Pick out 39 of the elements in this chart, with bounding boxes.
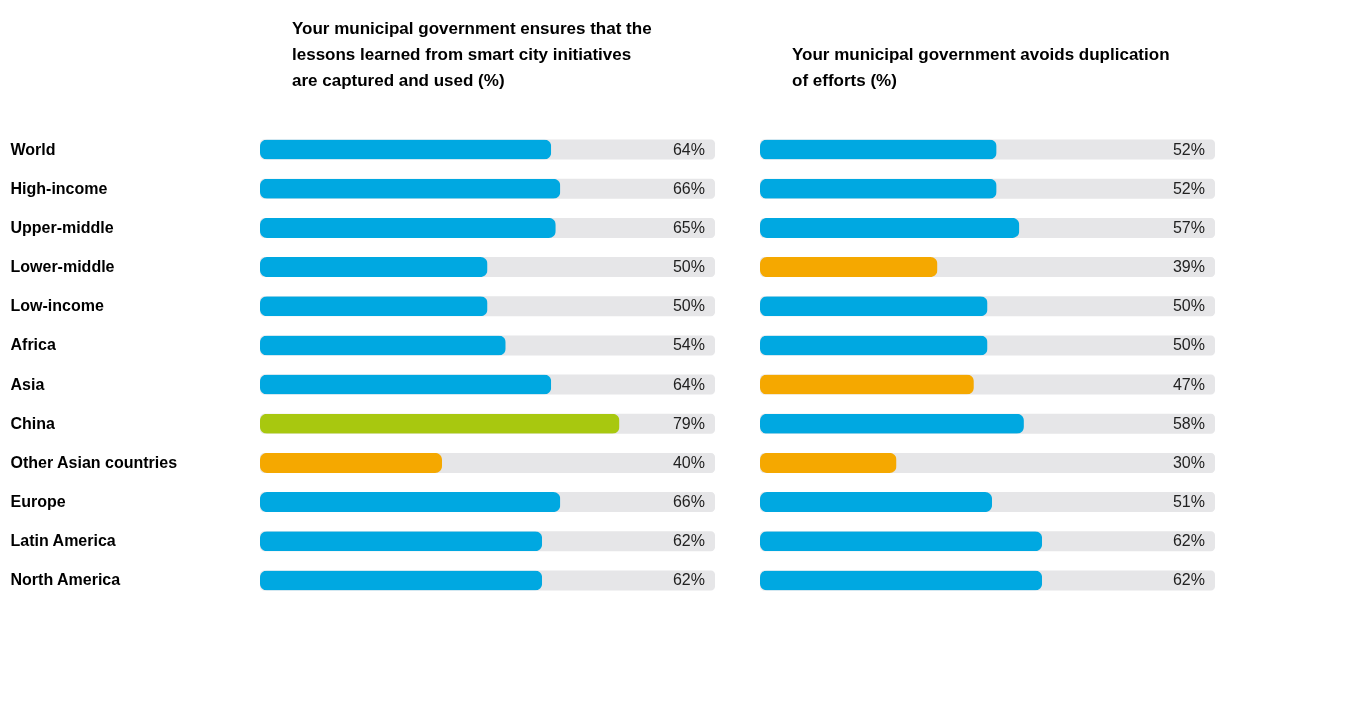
data-label: 30% — [1172, 453, 1205, 471]
y-tick-label: Lower-middle — [10, 258, 115, 276]
bar — [760, 452, 897, 473]
data-label: 40% — [672, 453, 705, 471]
data-label: 62% — [672, 571, 705, 589]
data-label: 50% — [672, 258, 705, 276]
data-label: 52% — [1172, 140, 1205, 158]
data-label: 47% — [1172, 375, 1205, 393]
data-label: 79% — [672, 414, 705, 432]
data-label: 62% — [672, 532, 705, 550]
data-label: 62% — [1172, 532, 1205, 550]
data-label: 64% — [672, 375, 705, 393]
data-label: 66% — [672, 179, 705, 197]
data-label: 52% — [1172, 179, 1205, 197]
data-label: 62% — [1172, 571, 1205, 589]
y-tick-label: Europe — [10, 493, 66, 511]
y-tick-label: Latin America — [10, 532, 116, 550]
y-tick-label: North America — [10, 571, 121, 589]
data-label: 39% — [1172, 258, 1205, 276]
y-tick-label: China — [10, 414, 56, 432]
chart-title: Your municipal government avoids duplication of efforts (%) — [792, 45, 1170, 90]
data-label: 64% — [672, 140, 705, 158]
data-label: 50% — [1172, 297, 1205, 315]
data-label: 54% — [672, 336, 705, 354]
y-tick-label: Other Asian countries — [10, 453, 178, 471]
y-tick-label: Low-income — [10, 297, 104, 315]
y-tick-label: Upper-middle — [10, 218, 114, 236]
y-tick-label: Asia — [10, 375, 45, 393]
data-label: 66% — [672, 493, 705, 511]
data-label: 50% — [1172, 336, 1205, 354]
data-label: 65% — [672, 218, 705, 236]
data-label: 57% — [1172, 218, 1205, 236]
y-tick-label: World — [10, 140, 56, 158]
data-label: 51% — [1172, 493, 1205, 511]
y-tick-label: High-income — [10, 179, 108, 197]
chart-title: Your municipal government ensures that the lessons learned from smart city initiatives are captured and used (%) — [292, 19, 652, 90]
data-label: 50% — [672, 297, 705, 315]
y-tick-label: Africa — [10, 336, 56, 354]
data-label: 58% — [1172, 414, 1205, 432]
